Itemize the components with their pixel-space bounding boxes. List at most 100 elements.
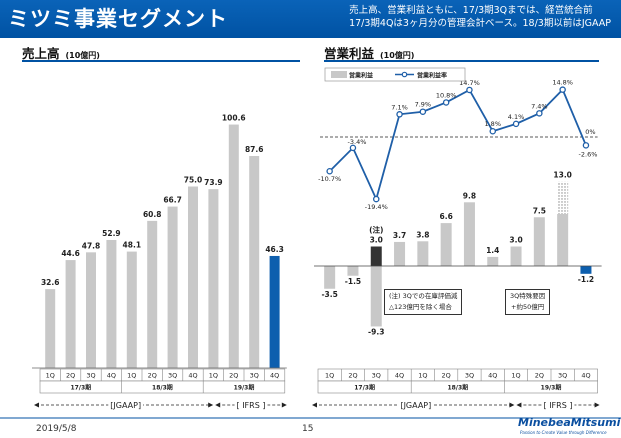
sales-quarter-label: 3Q — [250, 372, 259, 380]
profit-jgaap-arrow-left — [312, 402, 317, 408]
sales-quarter-label: 1Q — [127, 372, 136, 380]
profit-bar — [417, 241, 429, 266]
sales-quarter-label: 4Q — [107, 372, 116, 380]
margin-point — [466, 86, 473, 94]
sales-ifrs-label: [ IFRS ] — [237, 401, 266, 410]
margin-zero-label: 0% — [585, 128, 595, 136]
sales-value-label: 47.8 — [82, 241, 101, 250]
margin-point — [349, 144, 357, 152]
sales-bar — [65, 260, 76, 368]
margin-point — [512, 120, 520, 128]
legend-swatch-profit — [331, 71, 347, 78]
header-bar: ミツミ事業セグメント 売上高、営業利益ともに、17/3期3Qまでは、経営統合前 … — [0, 0, 621, 38]
sales-year-label: 17/3期 — [70, 384, 91, 392]
standard-label-bg — [108, 401, 144, 410]
sales-quarter-label: 3Q — [168, 372, 177, 380]
margin-point — [396, 111, 403, 118]
sales-year-label: 18/3期 — [152, 384, 173, 392]
sales-value-label: 44.6 — [61, 249, 80, 258]
sales-value-label: 46.3 — [265, 245, 284, 254]
margin-point — [536, 110, 543, 117]
profit-value-label: -9.3 — [368, 327, 384, 336]
profit-value-label: 9.8 — [463, 191, 476, 200]
sales-value-label: 60.8 — [143, 210, 162, 219]
sales-value-label: 87.6 — [245, 145, 264, 154]
inventory-note-line1: (注) 3Qでの在庫評価減 — [389, 292, 458, 300]
profit-ifrs-label: [ IFRS ] — [544, 401, 573, 410]
profit-quarter-label: 2Q — [348, 372, 357, 380]
special-note-line2: +約50億円 — [511, 303, 545, 311]
sales-quarter-label: 1Q — [209, 372, 218, 380]
profit-value-label: 1.4 — [486, 246, 499, 255]
profit-ifrs-arrow-right — [594, 402, 600, 408]
profit-unit: (10億円) — [380, 51, 415, 60]
profit-year-label: 18/3期 — [447, 384, 468, 392]
standard-label-bg — [398, 401, 434, 410]
margin-point-label: -2.6% — [579, 150, 598, 158]
margin-point — [489, 127, 496, 135]
page-number: 15 — [302, 424, 314, 434]
sales-quarter-label: 3Q — [86, 372, 95, 380]
header-note: 売上高、営業利益ともに、17/3期3Qまでは、経営統合前 17/3期4Qは3ヶ月… — [349, 4, 611, 30]
legend-label-profit: 営業利益 — [349, 72, 373, 80]
sales-title: 売上高 — [22, 46, 60, 61]
header-note-line1: 売上高、営業利益ともに、17/3期3Qまでは、経営統合前 — [349, 5, 593, 16]
profit-value-label: 7.5 — [533, 206, 546, 215]
profit-quarter-label: 4Q — [395, 372, 404, 380]
sales-bar — [188, 186, 198, 368]
sales-bar — [86, 252, 96, 368]
sales-quarter-label: 2Q — [66, 372, 75, 380]
sales-value-label: 48.1 — [123, 241, 142, 250]
inventory-note-line2: △123億円を除く場合 — [389, 303, 452, 311]
margin-line — [329, 88, 587, 202]
sales-value-label: 66.7 — [163, 196, 182, 205]
sales-jgaap-arrow-left — [34, 402, 39, 408]
profit-bar — [487, 256, 499, 266]
profit-note-tag: (注) — [369, 225, 383, 235]
profit-value-label: 3.8 — [416, 230, 429, 239]
profit-bar — [440, 223, 452, 266]
margin-point-label: 10.8% — [436, 91, 457, 99]
sales-bar — [126, 251, 137, 368]
profit-bar — [580, 266, 592, 274]
company-tagline: Passion to Create Value through Differen… — [520, 430, 607, 435]
profit-special-factor-bar — [557, 181, 569, 214]
profit-value-label: -1.2 — [578, 275, 594, 284]
sales-title-rule — [22, 60, 300, 62]
margin-point — [326, 167, 333, 175]
margin-point — [582, 142, 590, 149]
sales-value-label: 73.9 — [204, 178, 223, 187]
sales-ifrs-arrow-left — [215, 402, 221, 408]
profit-value-label: -1.5 — [345, 277, 361, 286]
profit-bar — [324, 266, 336, 289]
profit-bar — [463, 202, 475, 266]
margin-point-label: 14.8% — [552, 79, 573, 87]
margin-point-label: 7.1% — [391, 103, 408, 111]
sales-panel-title: 売上高 (10億円) — [22, 43, 100, 62]
profit-title-rule — [324, 60, 599, 62]
sales-value-label: 32.6 — [41, 278, 60, 287]
sales-bar — [269, 255, 280, 368]
sales-bar — [208, 189, 219, 368]
profit-bar-excl-writedown — [370, 246, 382, 266]
margin-point-label: 1.8% — [484, 120, 501, 128]
profit-panel-title: 営業利益 (10億円) — [324, 43, 414, 62]
legend-label-margin: 営業利益率 — [417, 72, 447, 80]
profit-quarter-label: 1Q — [511, 372, 520, 380]
profit-value-label: 3.0 — [509, 236, 522, 245]
header-note-line2: 17/3期4Qは3ヶ月分の管理会計ベース。18/3期以前はJGAAP — [349, 18, 611, 29]
profit-quarter-label: 3Q — [465, 372, 474, 380]
profit-bar — [370, 266, 382, 327]
sales-value-label: 100.6 — [222, 114, 246, 123]
profit-year-label: 19/3期 — [541, 384, 562, 392]
margin-point-label: -10.7% — [318, 175, 341, 183]
sales-quarter-label: 2Q — [148, 372, 157, 380]
profit-jgaap-arrow-right — [509, 402, 515, 408]
sales-jgaap-arrow-right — [208, 402, 214, 408]
standard-label-bg — [234, 401, 268, 410]
sales-unit: (10億円) — [65, 51, 100, 60]
profit-quarter-label: 3Q — [372, 372, 381, 380]
special-note-line1: 3Q特殊要因 — [510, 292, 546, 300]
profit-ifrs-arrow-left — [516, 402, 522, 408]
